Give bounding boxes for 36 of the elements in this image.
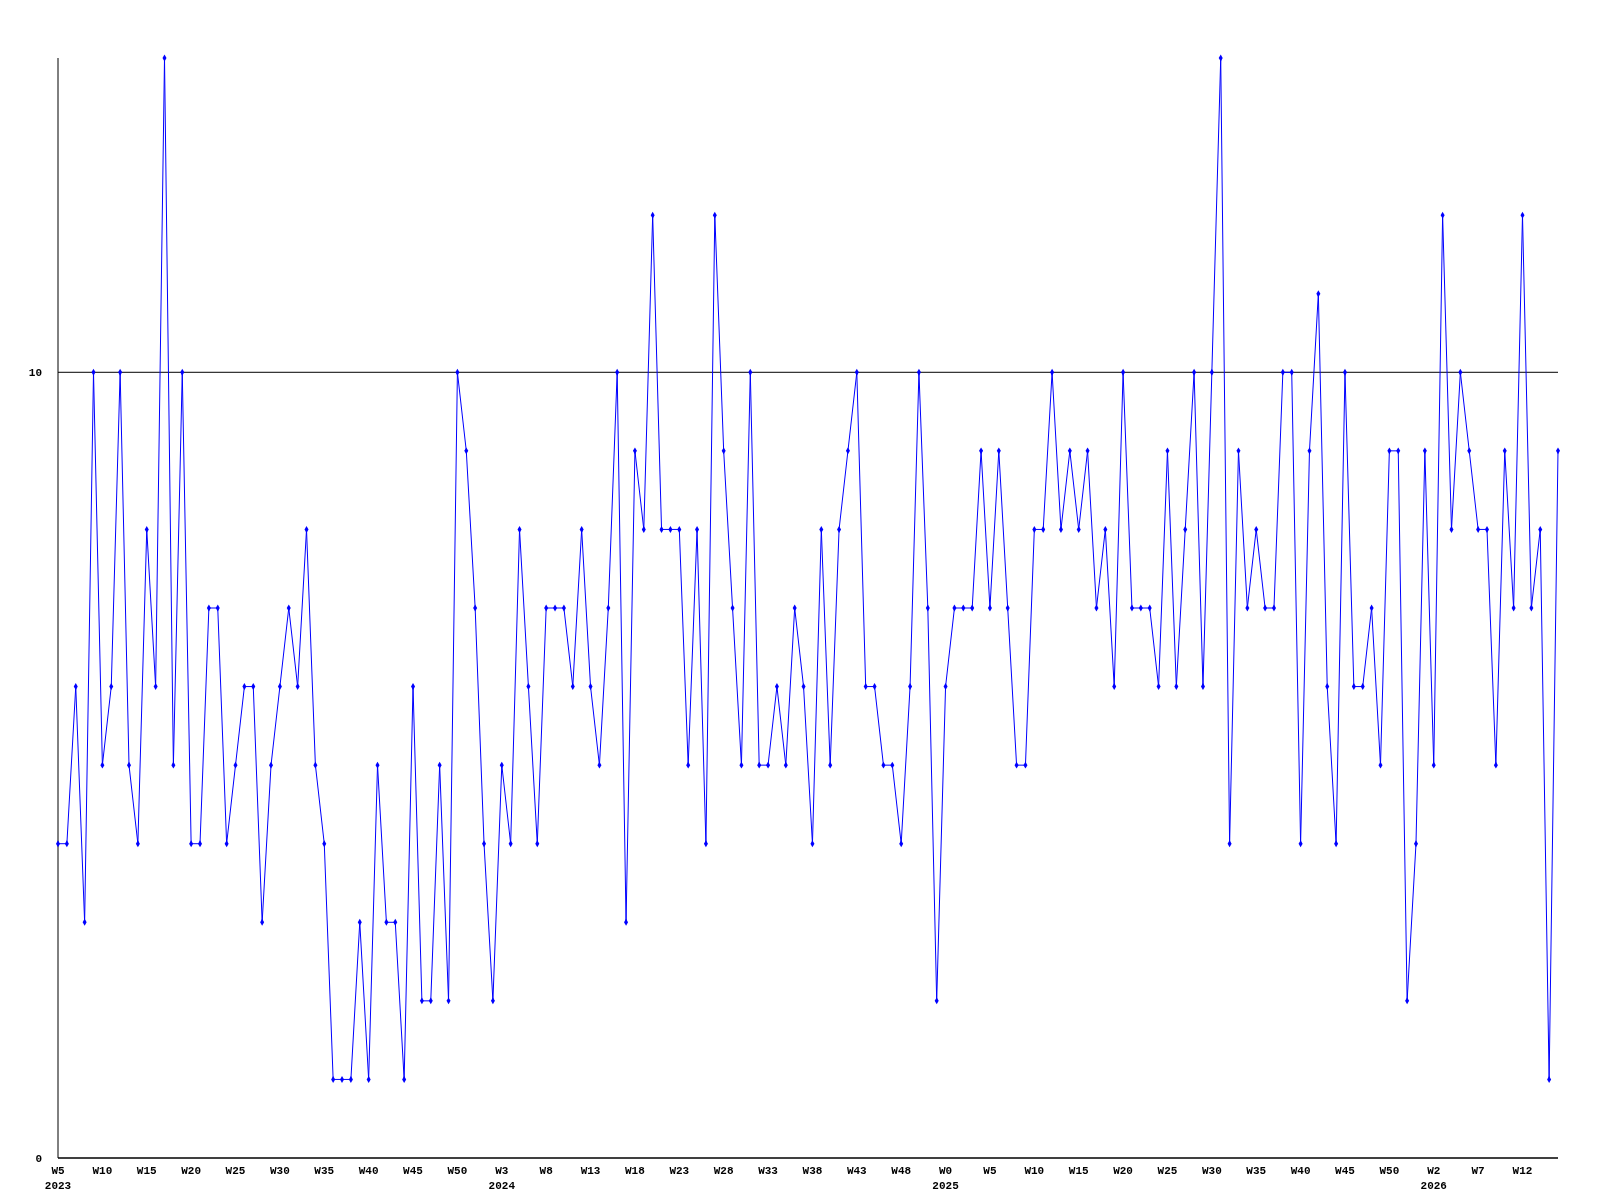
x-tick-label: W15	[136, 1165, 158, 1177]
x-tick-label: W10	[1024, 1165, 1045, 1177]
x-tick-label: W43	[846, 1165, 868, 1177]
x-tick-label: W23	[669, 1165, 690, 1177]
y-tick-label: 10	[28, 367, 42, 380]
x-tick-label: W25	[225, 1165, 246, 1177]
x-tick-label: W30	[269, 1165, 290, 1177]
x-tick-label: W35	[1246, 1165, 1267, 1177]
x-tick-label: W3 2024	[488, 1165, 516, 1192]
x-tick-label: W48	[891, 1165, 912, 1177]
x-tick-label: W30	[1201, 1165, 1222, 1177]
x-tick-label: W40	[1290, 1165, 1311, 1177]
x-tick-label: W45	[1335, 1165, 1356, 1177]
x-tick-label: W45	[403, 1165, 424, 1177]
x-tick-label: W5	[983, 1165, 997, 1177]
x-tick-label: W20	[181, 1165, 202, 1177]
x-tick-label: W15	[1068, 1165, 1090, 1177]
x-tick-label: W28	[713, 1165, 734, 1177]
x-tick-label: W8	[539, 1165, 554, 1177]
x-tick-label: W13	[580, 1165, 601, 1177]
x-tick-label: W0 2025	[932, 1165, 960, 1192]
x-tick-label: W50	[1379, 1165, 1400, 1177]
x-tick-label: W40	[358, 1165, 379, 1177]
x-tick-label: W10	[92, 1165, 113, 1177]
x-tick-label: W18	[625, 1165, 646, 1177]
x-tick-label: W25	[1157, 1165, 1178, 1177]
x-tick-label: W12	[1512, 1165, 1533, 1177]
x-tick-label: W35	[314, 1165, 335, 1177]
x-tick-label: W20	[1113, 1165, 1133, 1177]
x-tick-label: W50	[447, 1165, 468, 1177]
x-tick-label: W38	[802, 1165, 823, 1177]
x-tick-label: W5 2023	[44, 1165, 72, 1192]
x-tick-label: W2 2026	[1420, 1165, 1447, 1192]
x-tick-label: W33	[758, 1165, 779, 1177]
x-tick-label: W7	[1471, 1165, 1485, 1177]
y-tick-label: 0	[35, 1153, 42, 1165]
